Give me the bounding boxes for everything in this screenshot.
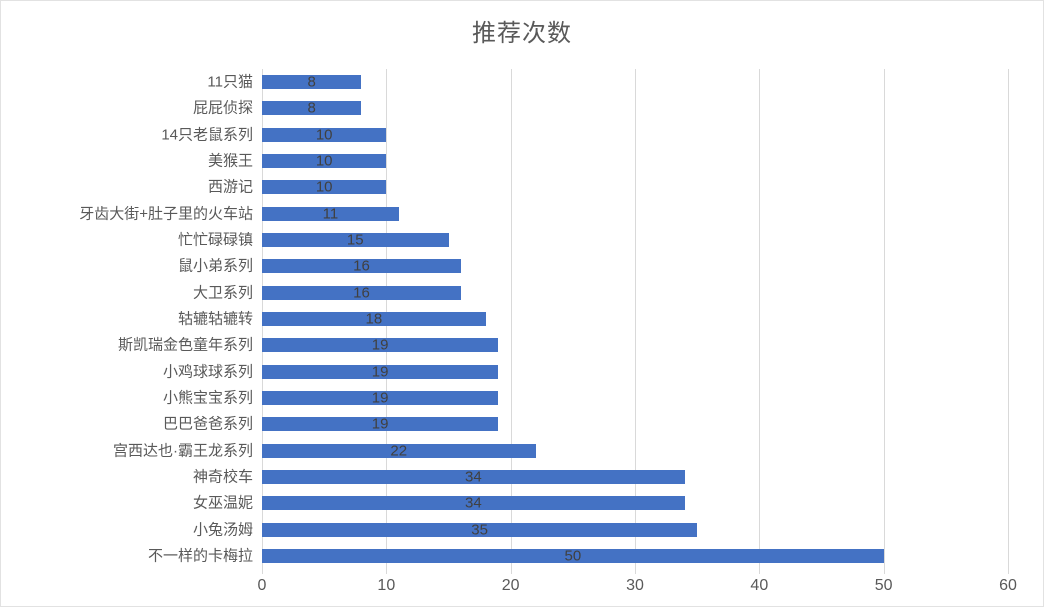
bar [262, 390, 499, 405]
category-label: 女巫温妮 [192, 494, 253, 512]
bar [262, 101, 362, 116]
data-label: 19 [371, 363, 389, 381]
bar [262, 154, 387, 169]
x-axis-tick-label: 40 [750, 577, 769, 594]
bar [262, 75, 362, 90]
data-label: 22 [390, 442, 408, 460]
x-axis-tick-label: 30 [626, 577, 644, 594]
category-label: 西游记 [207, 178, 253, 196]
bar [262, 417, 499, 432]
category-label: 小熊宝宝系列 [162, 389, 253, 407]
x-axis-tick [883, 569, 885, 574]
category-label: 轱辘轱辘转 [177, 310, 253, 328]
bar [262, 443, 536, 458]
gridline [759, 69, 761, 569]
bar [262, 522, 698, 537]
data-label: 34 [465, 494, 482, 512]
gridline [635, 69, 636, 569]
bar [262, 285, 461, 300]
bar [262, 233, 449, 248]
category-label: 忙忙碌碌镇 [177, 231, 253, 249]
data-label: 10 [315, 152, 333, 170]
bar [262, 180, 387, 195]
category-label: 斯凯瑞金色童年系列 [117, 336, 253, 354]
category-label: 屁屁侦探 [192, 99, 253, 117]
x-axis-tick [759, 569, 761, 574]
bar [262, 259, 461, 274]
category-label: 大卫系列 [192, 284, 253, 302]
x-axis-tick-label: 10 [377, 577, 396, 594]
bar [262, 469, 685, 484]
category-label: 不一样的卡梅拉 [147, 547, 253, 565]
data-label: 16 [353, 284, 370, 302]
x-axis-tick [1008, 569, 1009, 574]
data-label: 19 [371, 336, 389, 354]
x-axis-tick [262, 569, 263, 574]
category-label: 宫西达也·霸王龙系列 [113, 442, 253, 460]
chart-title: 推荐次数 [472, 20, 572, 47]
x-axis-tick [510, 569, 512, 574]
bar [262, 127, 387, 142]
data-label: 18 [365, 310, 383, 328]
x-axis-tick-label: 60 [999, 577, 1017, 594]
x-axis-tick [635, 569, 636, 574]
data-label: 8 [307, 99, 316, 117]
bar [262, 496, 685, 511]
data-label: 34 [465, 468, 482, 486]
bar [262, 364, 499, 379]
plot-area: 0 10 20 30 40 50 60 11只猫 8 屁屁侦探 8 14只老鼠系列 10 美猴王 10 西游记… [79, 69, 1017, 594]
category-label: 牙齿大街+肚子里的火车站 [79, 205, 253, 223]
category-label: 巴巴爸爸系列 [162, 415, 253, 433]
data-label: 10 [315, 126, 333, 144]
category-label: 14只老鼠系列 [161, 126, 253, 144]
category-label: 鼠小弟系列 [177, 257, 253, 275]
x-axis-tick-label: 50 [874, 577, 893, 594]
gridline [1008, 69, 1009, 569]
gridline [883, 69, 885, 569]
data-label: 19 [371, 415, 389, 433]
bar [262, 338, 499, 353]
data-label: 19 [371, 389, 389, 407]
x-axis-tick [386, 569, 388, 574]
category-label: 神奇校车 [192, 468, 253, 486]
bar [262, 312, 486, 326]
data-label: 15 [346, 231, 364, 249]
data-label: 16 [353, 257, 370, 275]
category-label: 小鸡球球系列 [162, 363, 253, 381]
bar [262, 206, 399, 221]
category-label: 小兔汤姆 [192, 521, 253, 539]
gridline [510, 69, 512, 569]
bar [262, 548, 884, 563]
data-label: 11 [322, 205, 339, 223]
data-label: 50 [564, 547, 582, 565]
x-axis-tick-label: 0 [257, 577, 267, 594]
data-label: 35 [471, 521, 488, 539]
data-label: 8 [307, 73, 316, 91]
x-axis-tick-label: 20 [501, 577, 520, 594]
data-label: 10 [315, 178, 333, 196]
category-label: 11只猫 [207, 73, 253, 91]
category-label: 美猴王 [207, 152, 253, 170]
